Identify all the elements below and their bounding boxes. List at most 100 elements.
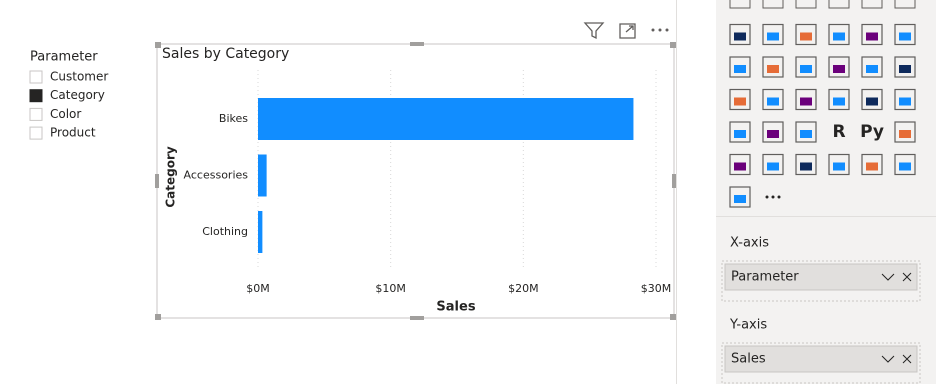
- visual-icon-accent: [866, 65, 878, 73]
- y-tick-label: Bikes: [219, 112, 248, 125]
- visual-icon[interactable]: [861, 56, 883, 78]
- visual-icon[interactable]: [894, 56, 916, 78]
- slicer-item[interactable]: Color: [50, 107, 81, 121]
- visual-icon-accent: [833, 162, 845, 171]
- visual-icon[interactable]: [729, 121, 751, 143]
- visual-icon[interactable]: [762, 0, 784, 9]
- visual-icon-accent: [833, 32, 845, 41]
- visual-frame: [156, 43, 675, 319]
- resize-handles: [155, 42, 676, 320]
- checkbox[interactable]: [29, 70, 43, 84]
- bar[interactable]: [258, 98, 634, 140]
- visual-icon[interactable]: [795, 0, 817, 9]
- x-tick-label: $0M: [246, 282, 270, 295]
- x-axis-title: Sales: [436, 300, 475, 315]
- visual-icon[interactable]: [894, 121, 916, 143]
- field-well: [721, 342, 921, 384]
- visual-icon-accent: [899, 32, 911, 41]
- visual-icon-accent: [800, 32, 812, 41]
- slicer-item[interactable]: Product: [50, 126, 96, 140]
- visual-icon[interactable]: [729, 88, 751, 111]
- visual-icon[interactable]: [828, 23, 850, 46]
- visual-icon-accent: [800, 162, 812, 171]
- visual-icon[interactable]: [795, 121, 817, 143]
- visual-icon[interactable]: [861, 153, 883, 176]
- visual-icon[interactable]: [894, 153, 916, 176]
- y-tick-label: Clothing: [202, 225, 248, 238]
- visual-icon-accent: [734, 130, 746, 138]
- visual-icon-accent: [866, 162, 878, 171]
- more-visuals[interactable]: [777, 195, 781, 199]
- x-tick-label: $20M: [508, 282, 539, 295]
- visual-icon-text[interactable]: R: [832, 122, 845, 142]
- visual-icon[interactable]: [729, 153, 751, 176]
- remove-icon[interactable]: [902, 272, 912, 282]
- visual-icon[interactable]: [795, 153, 817, 176]
- visual-icon[interactable]: [894, 88, 916, 111]
- visual-icon-accent: [899, 162, 911, 171]
- visual-icon[interactable]: [795, 56, 817, 78]
- visual-icon-text[interactable]: Py: [860, 122, 884, 142]
- visual-icon[interactable]: [795, 88, 817, 111]
- visual-icon[interactable]: [729, 23, 751, 46]
- visual-icon-accent: [734, 162, 746, 171]
- divider: [676, 0, 677, 384]
- checkbox[interactable]: [29, 126, 43, 140]
- visual-icon-accent: [800, 97, 812, 106]
- visualizations-pane: [716, 0, 936, 384]
- checkbox[interactable]: [29, 107, 43, 121]
- slicer-item[interactable]: Category: [50, 88, 105, 102]
- more-options[interactable]: [651, 28, 669, 32]
- slicer-title: Parameter: [30, 50, 98, 65]
- visual-icon-accent: [899, 130, 911, 138]
- x-tick-label: $10M: [375, 282, 406, 295]
- slicer-item[interactable]: Customer: [50, 70, 108, 84]
- filter-icon[interactable]: [583, 22, 605, 40]
- checkbox[interactable]: [29, 89, 43, 103]
- visual-icon[interactable]: [861, 88, 883, 111]
- visual-icon[interactable]: [894, 23, 916, 46]
- x-tick-label: $30M: [641, 282, 672, 295]
- visual-icon[interactable]: [861, 0, 883, 9]
- visual-icon-accent: [833, 65, 845, 73]
- visual-icon[interactable]: [828, 56, 850, 78]
- focus-icon[interactable]: [619, 23, 636, 39]
- visual-header-icons[interactable]: [583, 22, 669, 40]
- visual-icon-accent: [767, 65, 779, 73]
- visual-icon[interactable]: [762, 153, 784, 176]
- visual-icon[interactable]: [762, 56, 784, 78]
- expand-icon[interactable]: [881, 273, 895, 281]
- visual-icon[interactable]: [762, 23, 784, 46]
- visual-icon[interactable]: [894, 0, 916, 9]
- bar[interactable]: [258, 211, 263, 253]
- visual-icon[interactable]: [828, 88, 850, 111]
- visual-icon-accent: [734, 97, 746, 106]
- visual-icon[interactable]: [795, 23, 817, 46]
- field-name[interactable]: Sales: [731, 352, 766, 367]
- field-name[interactable]: Parameter: [731, 270, 799, 285]
- remove-icon[interactable]: [902, 354, 912, 364]
- bar[interactable]: [258, 154, 267, 197]
- visual-icon-accent: [767, 162, 779, 171]
- visual-icon[interactable]: [762, 88, 784, 111]
- visual-icon-accent: [767, 32, 779, 41]
- visual-icon[interactable]: [729, 0, 751, 9]
- visual-icon[interactable]: [828, 0, 850, 9]
- expand-icon[interactable]: [881, 355, 895, 363]
- y-axis-title: Category: [164, 146, 178, 208]
- visual-icon-accent: [767, 130, 779, 138]
- visual-icon[interactable]: [729, 186, 751, 208]
- field-well: [721, 260, 921, 302]
- more-visuals[interactable]: [771, 195, 775, 199]
- pane-separator: [716, 216, 936, 217]
- visual-icon[interactable]: [762, 121, 784, 143]
- visual-icon-accent: [734, 65, 746, 73]
- visual-icons: R Py: [729, 0, 916, 208]
- visual-icon[interactable]: [861, 23, 883, 46]
- visual-icon-accent: [734, 32, 746, 41]
- y-tick-label: Accessories: [184, 169, 249, 182]
- visual-icon[interactable]: [828, 153, 850, 176]
- visual-icon[interactable]: [729, 56, 751, 78]
- more-visuals[interactable]: [765, 195, 769, 199]
